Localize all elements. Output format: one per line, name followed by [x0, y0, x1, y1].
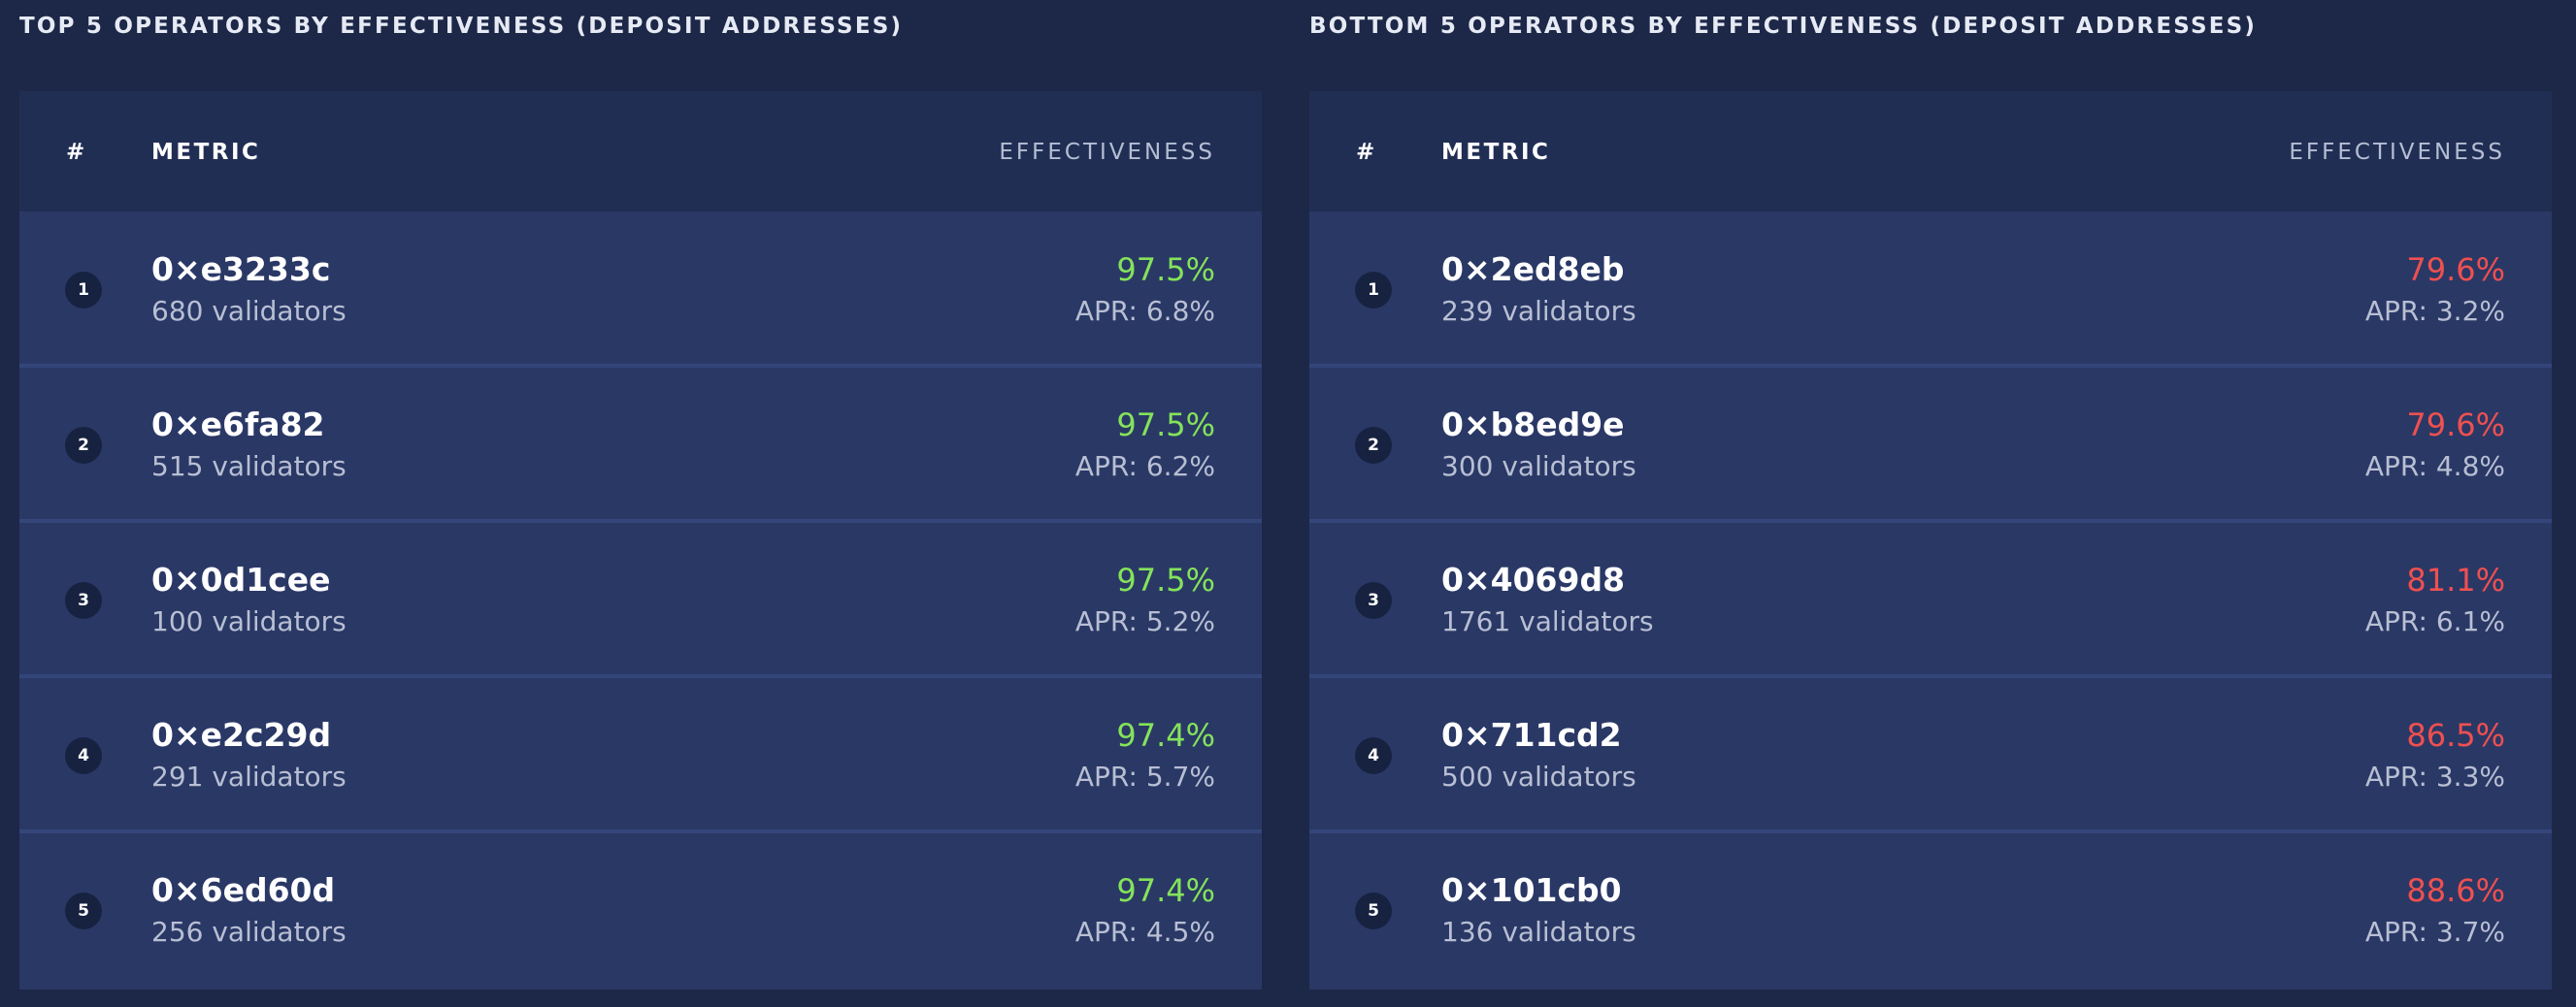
rank-badge: 3	[1355, 582, 1392, 619]
rank-badge: 4	[1355, 737, 1392, 774]
apr-value: APR: 6.8%	[1074, 295, 1215, 327]
bottom-operators-title: BOTTOM 5 OPERATORS BY EFFECTIVENESS (DEP…	[1309, 14, 2258, 39]
effectiveness-value: 79.6%	[2406, 251, 2505, 288]
validator-count: 1761 validators	[1441, 605, 1654, 637]
operator-address[interactable]: 0×711cd2	[1441, 716, 1622, 754]
rank-column-header: #	[66, 140, 87, 165]
validator-count: 680 validators	[151, 295, 347, 327]
rank-badge: 5	[1355, 893, 1392, 929]
apr-value: APR: 6.2%	[1074, 450, 1215, 482]
effectiveness-value: 97.5%	[1116, 406, 1215, 443]
validator-count: 256 validators	[151, 916, 347, 948]
operator-address[interactable]: 0×e3233c	[151, 250, 331, 288]
validator-count: 136 validators	[1441, 916, 1636, 948]
table-row[interactable]: 5 0×6ed60d 256 validators 97.4% APR: 4.5…	[19, 832, 1262, 985]
operator-address[interactable]: 0×2ed8eb	[1441, 250, 1625, 288]
apr-value: APR: 3.2%	[2364, 295, 2505, 327]
effectiveness-value: 97.4%	[1116, 717, 1215, 754]
row-divider	[19, 364, 1262, 368]
validator-count: 100 validators	[151, 605, 347, 637]
rank-badge: 3	[65, 582, 102, 619]
operator-address[interactable]: 0×6ed60d	[151, 871, 336, 909]
row-divider	[1309, 674, 2552, 678]
effectiveness-value: 86.5%	[2406, 717, 2505, 754]
operator-address[interactable]: 0×e6fa82	[151, 406, 325, 443]
row-divider	[1309, 519, 2552, 523]
validator-count: 239 validators	[1441, 295, 1636, 327]
effectiveness-column-header[interactable]: EFFECTIVENESS	[2289, 140, 2505, 165]
operator-address[interactable]: 0×0d1cee	[151, 561, 331, 599]
rank-badge: 1	[65, 272, 102, 309]
apr-value: APR: 5.7%	[1074, 761, 1215, 793]
operator-address[interactable]: 0×b8ed9e	[1441, 406, 1625, 443]
effectiveness-value: 88.6%	[2406, 872, 2505, 909]
validator-count: 291 validators	[151, 761, 347, 793]
validator-count: 300 validators	[1441, 450, 1636, 482]
effectiveness-value: 81.1%	[2406, 562, 2505, 599]
rank-column-header: #	[1356, 140, 1377, 165]
rank-badge: 2	[65, 427, 102, 464]
rank-badge: 2	[1355, 427, 1392, 464]
row-divider	[1309, 829, 2552, 833]
table-row[interactable]: 4 0×e2c29d 291 validators 97.4% APR: 5.7…	[19, 677, 1262, 833]
apr-value: APR: 6.1%	[2364, 605, 2505, 637]
metric-column-header[interactable]: METRIC	[1441, 140, 1551, 165]
operator-address[interactable]: 0×101cb0	[1441, 871, 1622, 909]
row-divider	[19, 674, 1262, 678]
apr-value: APR: 5.2%	[1074, 605, 1215, 637]
top-operators-title: TOP 5 OPERATORS BY EFFECTIVENESS (DEPOSI…	[19, 14, 904, 39]
row-divider	[19, 829, 1262, 833]
validator-count: 500 validators	[1441, 761, 1636, 793]
bottom-operators-table: # METRIC EFFECTIVENESS 1 0×2ed8eb 239 va…	[1309, 91, 2552, 990]
effectiveness-value: 97.5%	[1116, 251, 1215, 288]
operator-address[interactable]: 0×4069d8	[1441, 561, 1626, 599]
row-divider	[1309, 364, 2552, 368]
table-header: # METRIC EFFECTIVENESS	[19, 91, 1262, 211]
metric-column-header[interactable]: METRIC	[151, 140, 261, 165]
table-row[interactable]: 3 0×0d1cee 100 validators 97.5% APR: 5.2…	[19, 522, 1262, 678]
rank-badge: 5	[65, 893, 102, 929]
top-operators-table: # METRIC EFFECTIVENESS 1 0×e3233c 680 va…	[19, 91, 1262, 990]
table-row[interactable]: 2 0×b8ed9e 300 validators 79.6% APR: 4.8…	[1309, 367, 2552, 523]
table-row[interactable]: 5 0×101cb0 136 validators 88.6% APR: 3.7…	[1309, 832, 2552, 985]
effectiveness-value: 97.5%	[1116, 562, 1215, 599]
apr-value: APR: 4.5%	[1074, 916, 1215, 948]
rank-badge: 4	[65, 737, 102, 774]
effectiveness-column-header[interactable]: EFFECTIVENESS	[999, 140, 1215, 165]
validator-count: 515 validators	[151, 450, 347, 482]
effectiveness-value: 79.6%	[2406, 406, 2505, 443]
apr-value: APR: 4.8%	[2364, 450, 2505, 482]
table-row[interactable]: 1 0×2ed8eb 239 validators 79.6% APR: 3.2…	[1309, 211, 2552, 368]
rank-badge: 1	[1355, 272, 1392, 309]
row-divider	[19, 519, 1262, 523]
effectiveness-value: 97.4%	[1116, 872, 1215, 909]
table-header: # METRIC EFFECTIVENESS	[1309, 91, 2552, 211]
apr-value: APR: 3.3%	[2364, 761, 2505, 793]
table-row[interactable]: 4 0×711cd2 500 validators 86.5% APR: 3.3…	[1309, 677, 2552, 833]
table-row[interactable]: 1 0×e3233c 680 validators 97.5% APR: 6.8…	[19, 211, 1262, 368]
table-row[interactable]: 2 0×e6fa82 515 validators 97.5% APR: 6.2…	[19, 367, 1262, 523]
operator-address[interactable]: 0×e2c29d	[151, 716, 332, 754]
apr-value: APR: 3.7%	[2364, 916, 2505, 948]
table-row[interactable]: 3 0×4069d8 1761 validators 81.1% APR: 6.…	[1309, 522, 2552, 678]
